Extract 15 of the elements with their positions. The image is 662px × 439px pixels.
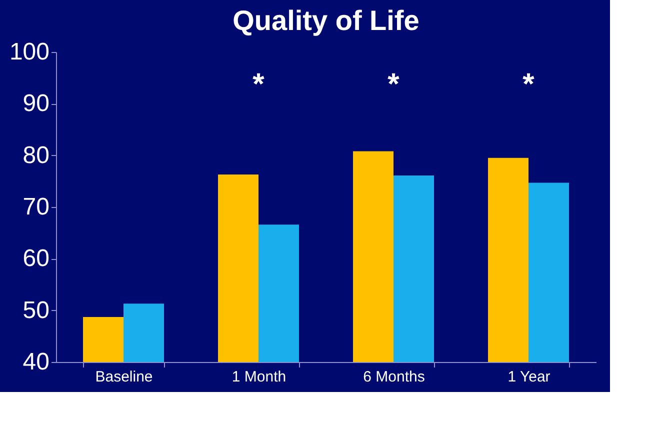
y-tick-label: 80 xyxy=(22,142,50,169)
y-tick-label: 100 xyxy=(9,38,50,66)
y-tick-label: 60 xyxy=(22,245,50,272)
annotation: * xyxy=(252,68,265,101)
x-tick-label: 6 Months xyxy=(363,368,425,386)
y-tick-label: 40 xyxy=(22,348,50,376)
y-tick-label: 90 xyxy=(22,90,50,118)
x-tick-label: Baseline xyxy=(95,368,153,386)
annotation: * xyxy=(522,68,535,101)
y-tick-label: 50 xyxy=(22,296,50,324)
chart-title: Quality of Life xyxy=(232,5,420,36)
x-tick-label: 1 Month xyxy=(232,368,286,386)
x-tick-label: 1 Year xyxy=(508,368,550,386)
y-tick-label: 70 xyxy=(22,194,50,220)
annotation: * xyxy=(388,68,400,101)
